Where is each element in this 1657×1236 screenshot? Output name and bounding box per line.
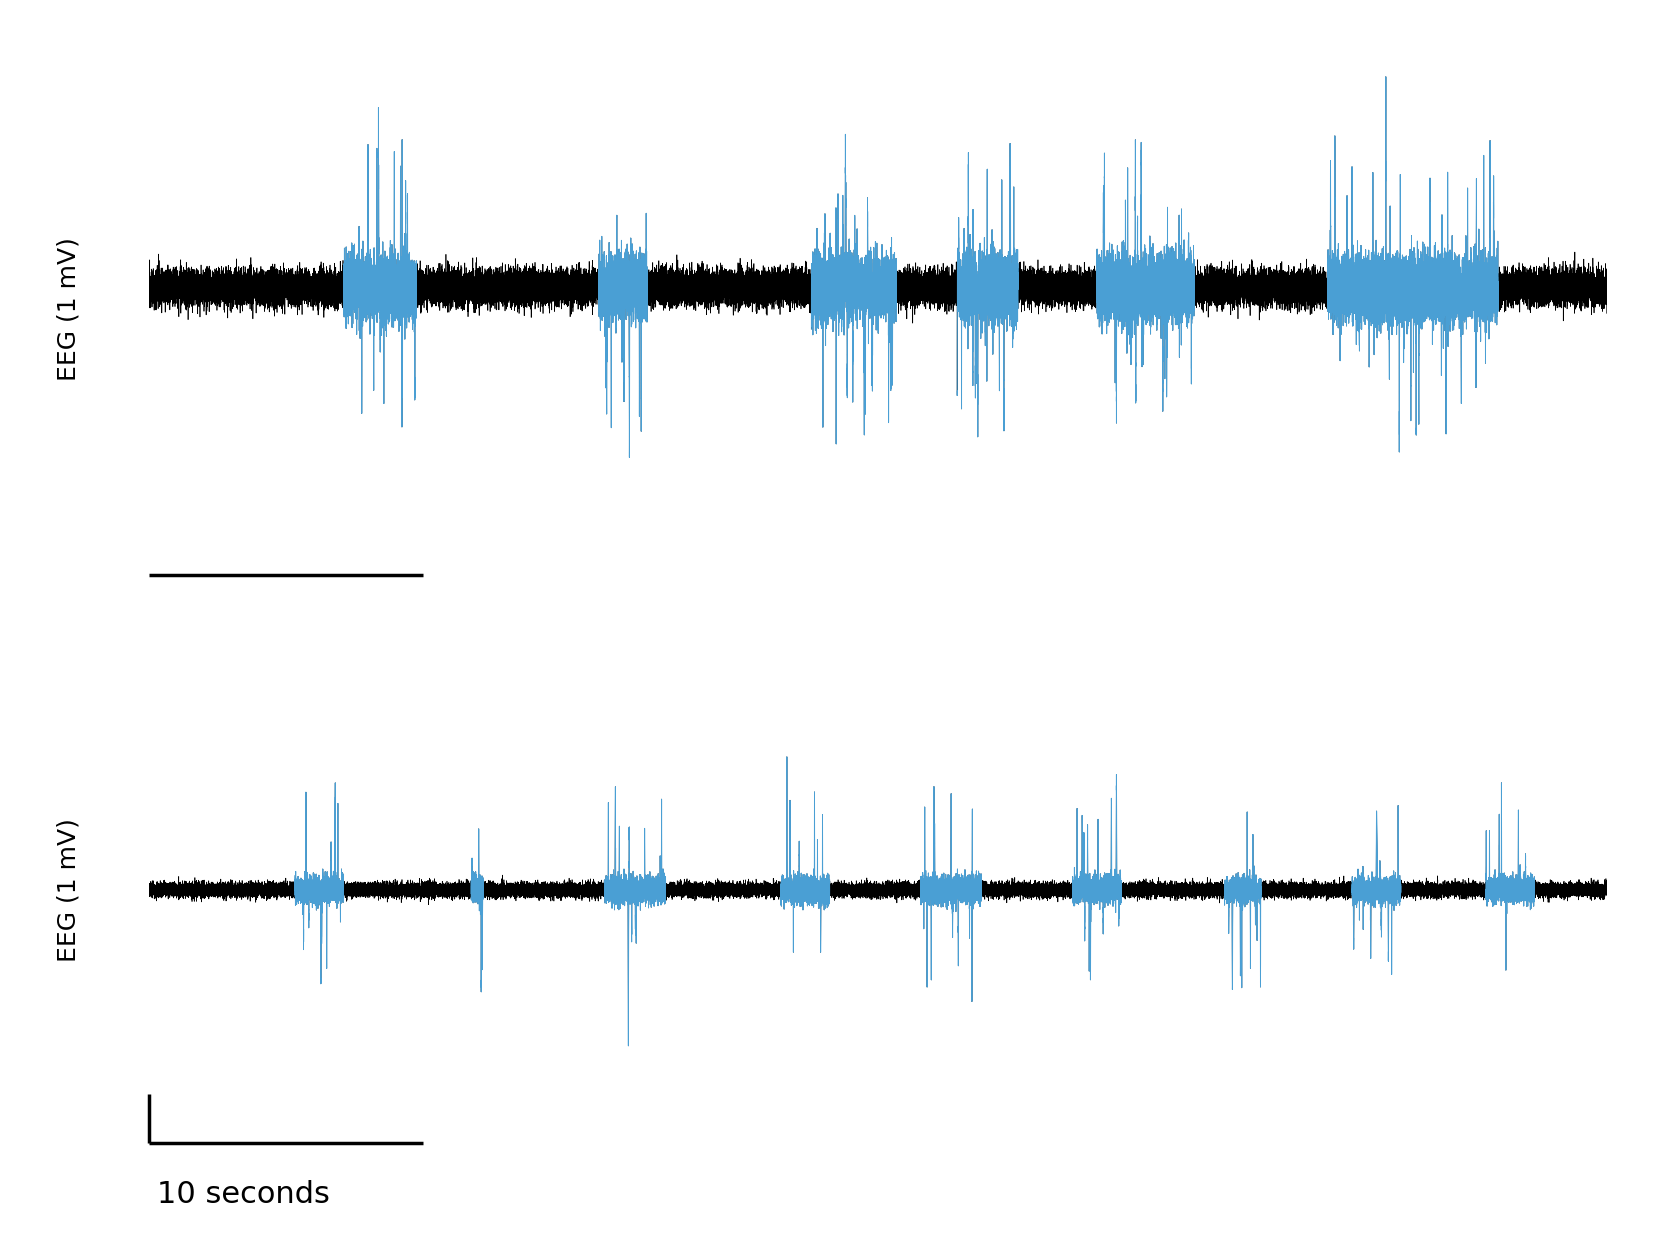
Text: 10 seconds: 10 seconds xyxy=(157,1180,330,1209)
Text: EEG (1 mV): EEG (1 mV) xyxy=(56,818,81,962)
Text: EEG (1 mV): EEG (1 mV) xyxy=(56,237,81,381)
